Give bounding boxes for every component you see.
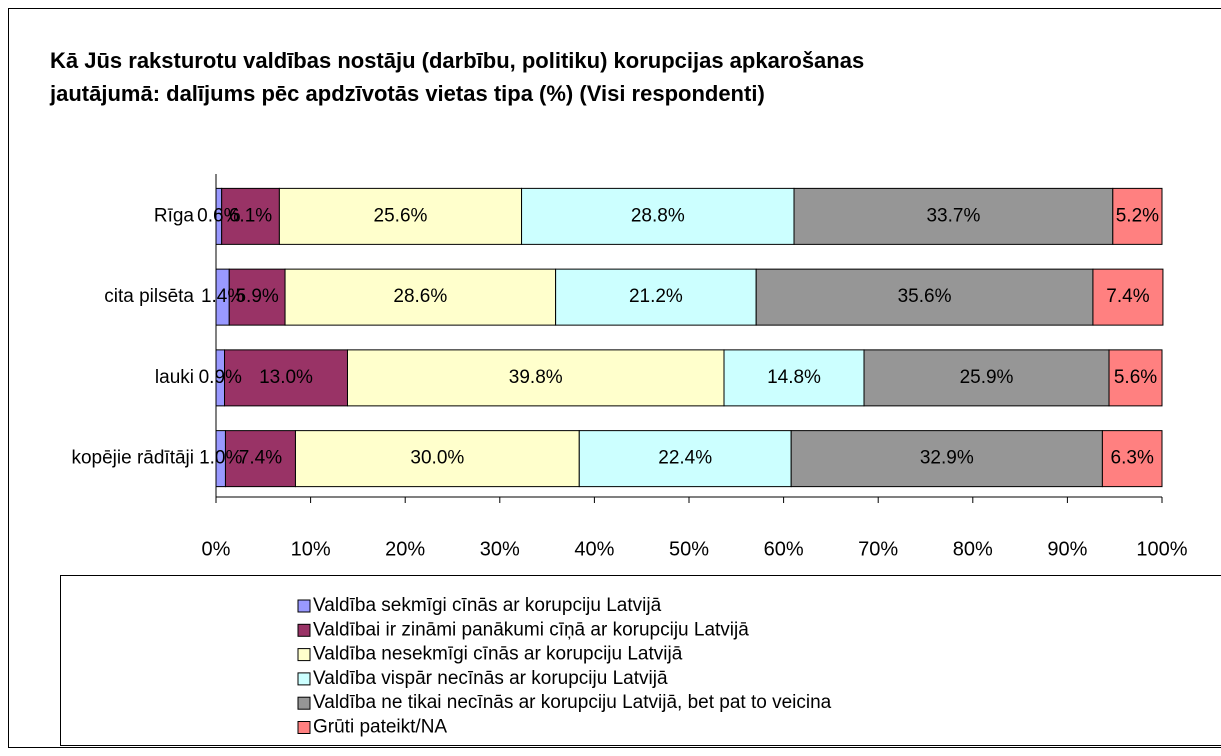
data-label: 6.1% — [229, 205, 272, 226]
legend-label: Valdība nesekmīgi cīnās ar korupciju Lat… — [313, 644, 683, 665]
x-tick-label: 80% — [953, 538, 993, 560]
x-tick-label: 90% — [1047, 538, 1087, 560]
x-tick-label: 20% — [385, 538, 425, 560]
bar-segment — [284, 268, 557, 326]
data-label: 13.0% — [259, 367, 313, 388]
data-label: 21.2% — [629, 286, 683, 307]
y-tick-label: Rīga — [154, 205, 195, 226]
data-label: 5.9% — [235, 286, 278, 307]
x-tick-label: 30% — [480, 538, 520, 560]
legend-label: Valdībai ir zināmi panākumi cīņā ar koru… — [313, 619, 749, 640]
data-label: 39.8% — [509, 367, 563, 388]
x-tick-label: 60% — [764, 538, 804, 560]
data-label: 0.9% — [199, 367, 242, 388]
data-label: 28.8% — [631, 205, 685, 226]
legend-swatch — [297, 599, 311, 613]
legend-label: Grūti pateikt/NA — [313, 717, 447, 738]
legend-box — [60, 575, 1221, 746]
data-label: 1.4% — [201, 286, 244, 307]
bar-segment — [578, 430, 792, 488]
data-label: 14.8% — [767, 367, 821, 388]
bar-segment — [224, 430, 296, 488]
bar-segment — [1108, 349, 1163, 407]
bar-segment — [863, 349, 1110, 407]
x-tick-label: 10% — [291, 538, 331, 560]
data-label: 5.6% — [1114, 367, 1157, 388]
bar-segment — [555, 268, 757, 326]
bar-segment — [346, 349, 725, 407]
bar-segment — [790, 430, 1103, 488]
data-label: 6.3% — [1111, 448, 1154, 469]
data-label: 25.6% — [374, 205, 428, 226]
data-label: 30.0% — [410, 448, 464, 469]
bar-segment — [1101, 430, 1163, 488]
y-tick-label: lauki — [155, 367, 194, 388]
data-label: 7.4% — [1106, 286, 1149, 307]
bar-segment — [1092, 268, 1164, 326]
chart-title: Kā Jūs raksturotu valdības nostāju (darb… — [50, 48, 865, 106]
legend-label: Valdība sekmīgi cīnās ar korupciju Latvi… — [313, 595, 662, 616]
legend-label: Valdība ne tikai necīnās ar korupciju La… — [313, 692, 832, 713]
legend-swatch — [297, 721, 311, 734]
data-label: 22.4% — [658, 448, 712, 469]
data-label: 5.2% — [1116, 205, 1159, 226]
bar-segment — [294, 430, 580, 488]
x-tick-label: 50% — [669, 538, 709, 560]
bar-segment — [793, 187, 1114, 245]
legend-swatch — [297, 648, 311, 662]
legend-swatch — [297, 672, 311, 686]
bar-segment — [224, 349, 348, 407]
x-tick-label: 70% — [858, 538, 898, 560]
bar-segment — [221, 187, 280, 245]
legend-label: Valdība vispār necīnās ar korupciju Latv… — [313, 668, 668, 689]
data-label: 0.6% — [197, 205, 240, 226]
x-tick-label: 40% — [574, 538, 614, 560]
bar-segment — [755, 268, 1094, 326]
data-label: 28.6% — [393, 286, 447, 307]
bar-segment — [723, 349, 865, 407]
data-label: 25.9% — [960, 367, 1014, 388]
legend-swatch — [297, 696, 311, 710]
x-tick-label: 0% — [202, 538, 231, 560]
data-label: 32.9% — [920, 448, 974, 469]
bar-segment — [228, 268, 286, 326]
legend-swatch — [297, 623, 311, 637]
data-label: 1.0% — [199, 448, 242, 469]
x-tick-label: 100% — [1136, 538, 1187, 560]
data-label: 7.4% — [239, 448, 282, 469]
bar-segment — [1112, 187, 1163, 245]
y-tick-label: kopējie rādītāji — [71, 448, 194, 469]
y-tick-label: cita pilsēta — [104, 286, 194, 307]
data-label: 33.7% — [926, 205, 980, 226]
data-label: 35.6% — [898, 286, 952, 307]
